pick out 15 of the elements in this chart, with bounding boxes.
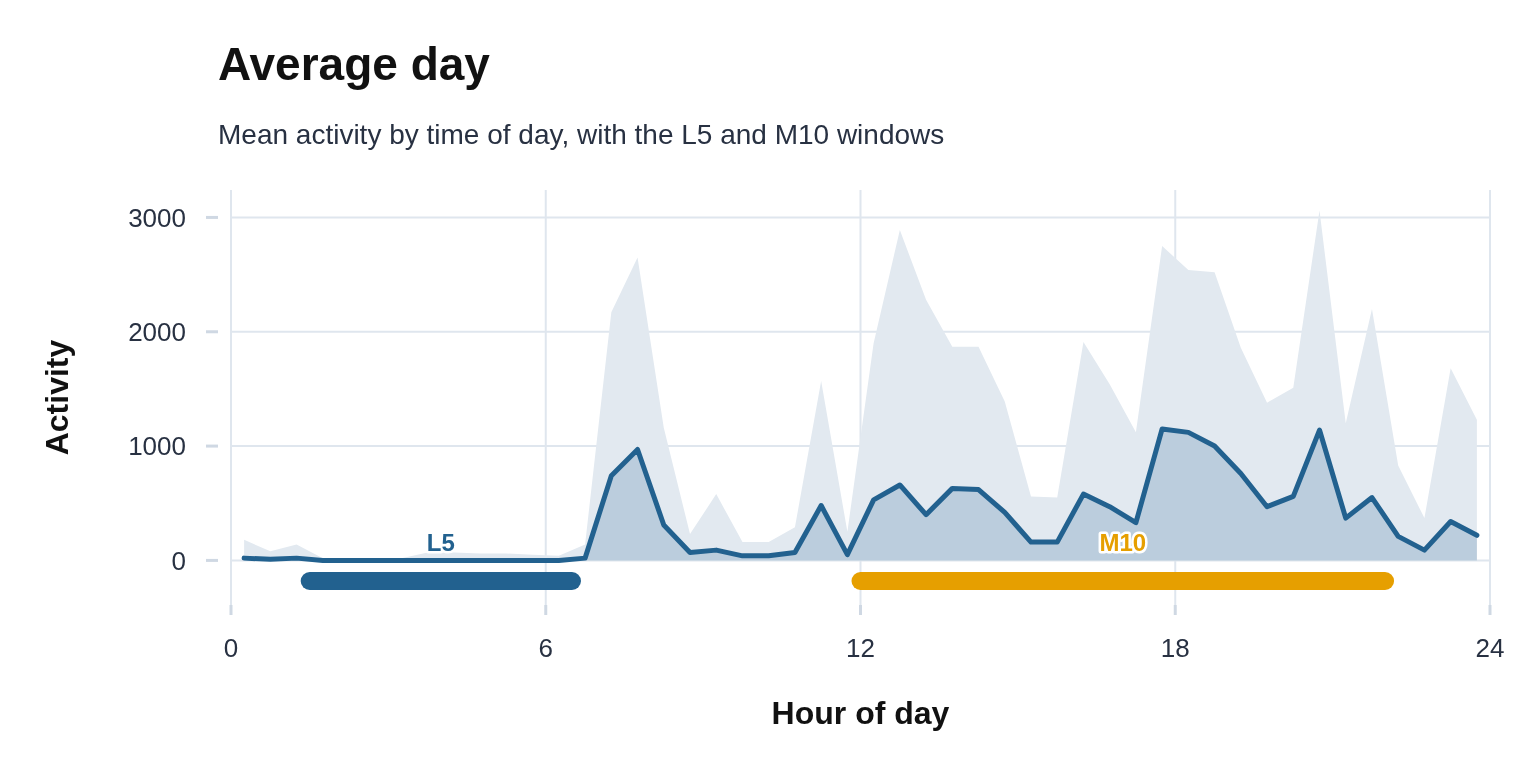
y-tick-label: 3000 [128, 202, 186, 233]
x-tick-label: 6 [538, 633, 553, 663]
y-axis-title: Activity [39, 339, 75, 456]
chart-subtitle: Mean activity by time of day, with the L5 and M10 windows [218, 119, 945, 150]
y-tick-label: 0 [171, 545, 186, 576]
chart-title: Average day [218, 38, 491, 90]
x-axis-title: Hour of day [771, 695, 950, 731]
y-tick-label: 2000 [128, 316, 186, 347]
series-label: L5 [426, 529, 455, 557]
x-tick-label: 18 [1160, 633, 1190, 663]
x-tick-label: 12 [846, 633, 875, 663]
y-tick-label: 1000 [128, 431, 186, 462]
x-tick-label: 0 [223, 633, 239, 663]
series-label: M10 [1099, 529, 1147, 557]
x-tick-label: 24 [1475, 633, 1505, 663]
